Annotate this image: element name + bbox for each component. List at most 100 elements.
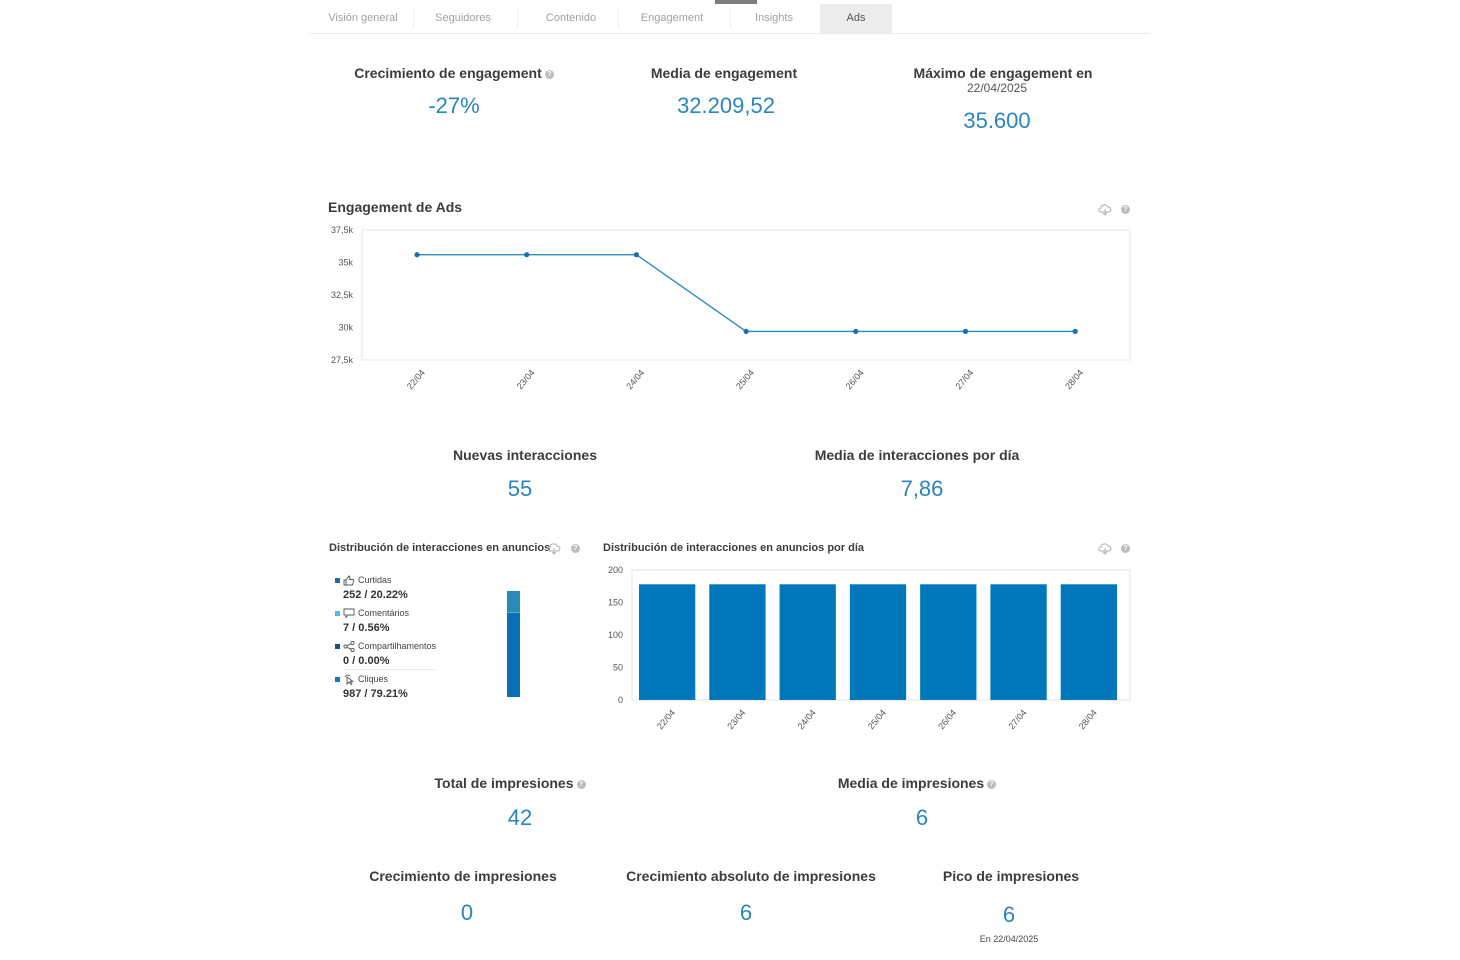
help-icon[interactable]: ? — [576, 779, 586, 789]
x-tick-label: 25/04 — [866, 708, 888, 732]
tab-seguidores[interactable]: Seguidores — [435, 12, 491, 24]
y-tick-label: 0 — [618, 695, 623, 705]
legend-swatch — [335, 611, 340, 617]
x-tick-label: 28/04 — [1063, 368, 1085, 392]
average-impressions-label: Media de impresiones — [837, 775, 985, 791]
legend-item-cliques: Cliques — [335, 674, 389, 686]
engagement-growth-title: Crecimiento de engagement? — [320, 65, 588, 81]
x-tick-label: 26/04 — [936, 708, 958, 732]
legend-divider — [343, 669, 435, 670]
help-icon[interactable]: ? — [987, 779, 997, 789]
daily-interactions-title: Media de interacciones por día — [814, 447, 1020, 463]
legend-value-compartilhamentos: 0 / 0.00% — [343, 655, 390, 667]
x-tick-label: 24/04 — [796, 708, 818, 732]
total-impressions-value: 42 — [507, 805, 533, 830]
impressions-peak-title: Pico de impresiones — [942, 868, 1080, 884]
total-impressions-label: Total de impresiones — [434, 775, 574, 791]
help-icon[interactable]: ? — [544, 69, 554, 79]
daily-distribution-bar-chart: 200 150 100 50 0 22/04 23/04 24/04 25/04 26/04 27/… — [608, 565, 1131, 732]
y-tick-label: 32,5k — [331, 290, 354, 300]
engagement-growth-value: -27% — [428, 93, 480, 118]
tab-insights[interactable]: Insights — [755, 12, 793, 24]
x-tick-label: 27/04 — [1006, 708, 1028, 732]
x-tick-label: 26/04 — [844, 368, 866, 392]
plot-area — [361, 229, 1131, 361]
ads-engagement-line-chart: 37,5k 35k 32,5k 30k 27,5k 22/04 23/04 24/04 25/0… — [331, 225, 1131, 392]
legend-item-compartilhamentos: Compartilhamentos — [335, 641, 437, 653]
legend-item-comentarios: Comentários — [335, 608, 409, 619]
engagement-peak-value: 35.600 — [963, 108, 1031, 133]
daily-distribution-title: Distribución de interacciones en anuncio… — [603, 542, 864, 554]
y-tick-label: 150 — [608, 598, 623, 608]
help-icon[interactable]: ? — [1121, 544, 1130, 553]
tab-vision-general[interactable]: Visión general — [328, 12, 398, 24]
legend-swatch — [335, 677, 340, 683]
x-tick-label: 27/04 — [953, 368, 975, 392]
legend-value-curtidas: 252 / 20.22% — [343, 589, 408, 601]
bar — [849, 584, 907, 700]
data-point — [633, 252, 639, 258]
help-icon[interactable]: ? — [1121, 205, 1130, 214]
bar — [920, 584, 977, 700]
impressions-abs-growth-title: Crecimiento absoluto de impresiones — [626, 868, 876, 884]
legend-value-cliques: 987 / 79.21% — [343, 688, 408, 700]
impressions-abs-growth-value: 6 — [739, 900, 753, 925]
legend-label: Curtidas — [358, 575, 392, 585]
bar — [1060, 584, 1117, 700]
y-tick-label: 27,5k — [331, 355, 354, 365]
engagement-peak-title: Máximo de engagement en — [913, 65, 1093, 81]
engagement-average-title: Media de engagement — [650, 65, 798, 81]
impressions-peak-value: 6 — [1002, 902, 1016, 927]
tab-engagement[interactable]: Engagement — [640, 12, 704, 24]
tab-bar — [310, 4, 1150, 34]
impressions-growth-value: 0 — [460, 900, 474, 925]
engagement-growth-label: Crecimiento de engagement — [354, 65, 542, 81]
ads-engagement-chart-title: Engagement de Ads — [328, 199, 463, 215]
data-point — [414, 252, 420, 258]
data-point — [853, 328, 859, 334]
y-tick-label: 30k — [338, 323, 353, 333]
data-point — [962, 328, 969, 334]
new-interactions-value: 55 — [507, 476, 533, 501]
tab-contenido[interactable]: Contenido — [545, 12, 597, 24]
average-impressions-value: 6 — [915, 805, 929, 830]
average-impressions-title: Media de impresiones? — [782, 775, 1052, 791]
comment-icon — [343, 608, 355, 619]
x-tick-label: 22/04 — [655, 708, 677, 732]
tab-divider — [517, 10, 518, 28]
engagement-average-value: 32.209,52 — [677, 93, 775, 118]
stack-segment — [507, 591, 520, 613]
tab-ads[interactable]: Ads — [820, 4, 892, 33]
legend-label: Cliques — [358, 674, 389, 684]
y-tick-label: 37,5k — [331, 225, 354, 235]
daily-interactions-value: 7,86 — [900, 476, 944, 501]
data-point — [524, 252, 530, 258]
bar — [639, 584, 696, 700]
help-icon[interactable]: ? — [571, 544, 580, 553]
impressions-peak-date: En 22/04/2025 — [979, 934, 1039, 944]
legend-item-curtidas: Curtidas — [335, 575, 392, 586]
impressions-growth-title: Crecimiento de impresiones — [369, 868, 557, 884]
y-tick-label: 50 — [613, 663, 623, 673]
cloud-download-icon[interactable] — [546, 541, 562, 555]
cloud-download-icon[interactable] — [1097, 541, 1113, 555]
total-impressions-title: Total de impresiones? — [375, 775, 645, 791]
data-point — [743, 328, 749, 334]
engagement-peak-date: 22/04/2025 — [966, 81, 1028, 95]
data-point — [1072, 328, 1078, 334]
tab-divider — [413, 10, 414, 28]
tab-divider — [730, 10, 731, 28]
distribution-stacked-bar — [507, 591, 520, 697]
legend-label: Compartilhamentos — [358, 641, 437, 651]
bar — [779, 584, 836, 700]
distribution-title: Distribución de interacciones en anuncio… — [329, 542, 551, 554]
tab-scroll-indicator — [715, 0, 757, 4]
cloud-download-icon[interactable] — [1097, 202, 1113, 216]
legend-swatch — [335, 644, 340, 650]
thumbs-up-icon — [343, 575, 355, 586]
x-tick-label: 23/04 — [515, 368, 537, 392]
share-icon — [343, 641, 355, 653]
click-icon — [344, 674, 355, 686]
legend-label: Comentários — [358, 608, 410, 618]
x-tick-label: 24/04 — [624, 368, 646, 392]
